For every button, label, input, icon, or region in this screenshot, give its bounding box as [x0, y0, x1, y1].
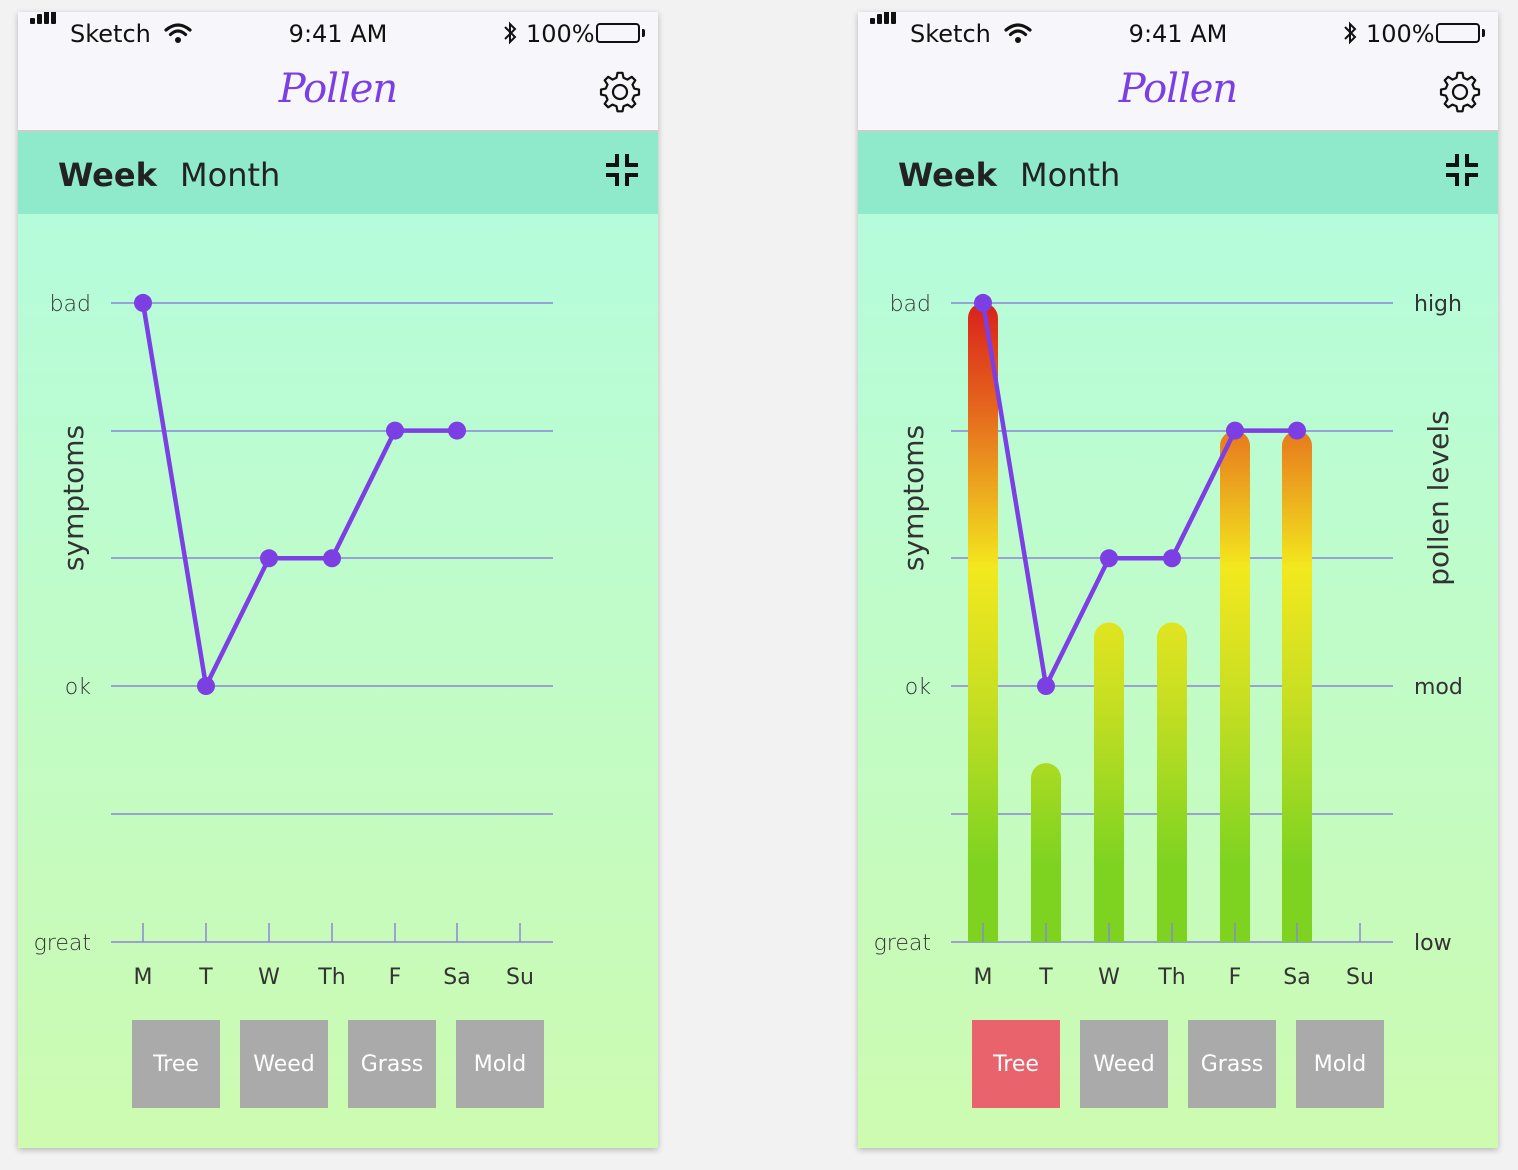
y-tick-label: great	[874, 931, 931, 956]
x-tick-label: Su	[1346, 965, 1374, 990]
filter-tree-button[interactable]: Tree	[132, 1020, 220, 1108]
filter-tree-button[interactable]: Tree	[972, 1020, 1060, 1108]
range-tab-bar: Week Month	[858, 132, 1498, 214]
range-tab-bar: Week Month	[18, 132, 658, 214]
y-tick-label: ok	[905, 675, 931, 700]
x-tick-label: Su	[506, 965, 534, 990]
symptom-point	[260, 549, 278, 568]
symptom-pollen-chart: bad ok great symptoms high mod low pollen level…	[874, 292, 1463, 990]
pollen-bar	[1031, 763, 1061, 942]
content-area: Week Month bad ok g	[858, 132, 1498, 1148]
phone-screen-left: Sketch 9:41 AM 100% Pollen Week Month	[18, 12, 658, 1148]
battery-percentage: 100%	[1366, 20, 1435, 48]
pollen-filter-group: Tree Weed Grass Mold	[18, 1020, 658, 1108]
symptom-point	[323, 549, 341, 568]
status-time: 9:41 AM	[1128, 20, 1228, 48]
symptom-point	[1226, 421, 1244, 440]
tab-week[interactable]: Week	[898, 156, 997, 194]
x-tick-label: Sa	[1283, 965, 1310, 990]
status-bar: Sketch 9:41 AM 100%	[858, 12, 1498, 56]
symptom-point	[974, 293, 992, 312]
nav-bar: Pollen	[858, 56, 1498, 132]
app-title: Pollen	[1118, 66, 1238, 112]
gear-icon[interactable]	[1438, 70, 1482, 114]
filter-grass-button[interactable]: Grass	[1188, 1020, 1276, 1108]
symptom-point	[134, 293, 152, 312]
y-tick-label: bad	[890, 292, 931, 317]
x-tick-label: Sa	[443, 965, 470, 990]
x-tick-label: W	[258, 965, 280, 990]
gear-icon[interactable]	[598, 70, 642, 114]
y2-tick-label: high	[1414, 292, 1462, 317]
carrier-name: Sketch	[70, 20, 151, 48]
tab-month[interactable]: Month	[1020, 156, 1121, 194]
x-tick-label: Th	[317, 965, 345, 990]
pollen-bar	[1157, 622, 1187, 942]
symptom-point	[197, 677, 215, 695]
collapse-icon[interactable]	[604, 152, 640, 188]
filter-mold-button[interactable]: Mold	[1296, 1020, 1384, 1108]
x-tick-label: F	[1229, 965, 1242, 990]
y-axis-title-symptoms: symptoms	[897, 425, 930, 571]
filter-mold-button[interactable]: Mold	[456, 1020, 544, 1108]
y-tick-label: ok	[65, 675, 91, 700]
collapse-icon[interactable]	[1444, 152, 1480, 188]
nav-bar: Pollen	[18, 56, 658, 132]
pollen-bar	[1220, 430, 1250, 942]
y-tick-label: great	[34, 931, 91, 956]
x-tick-label: F	[389, 965, 402, 990]
wifi-icon	[1004, 23, 1032, 43]
bluetooth-icon	[504, 21, 517, 45]
y2-tick-label: low	[1414, 931, 1452, 956]
symptom-point	[1037, 677, 1055, 695]
tab-week[interactable]: Week	[58, 156, 157, 194]
pollen-filter-group: Tree Weed Grass Mold	[858, 1020, 1498, 1108]
y-tick-label: bad	[50, 292, 91, 317]
battery-icon	[1436, 23, 1480, 43]
symptom-line	[140, 302, 457, 689]
carrier-name: Sketch	[910, 20, 991, 48]
pollen-bar	[1282, 430, 1312, 942]
status-bar: Sketch 9:41 AM 100%	[18, 12, 658, 56]
battery-percentage: 100%	[526, 20, 595, 48]
symptom-point	[1100, 549, 1118, 568]
phone-screen-right: Sketch 9:41 AM 100% Pollen Week Month	[858, 12, 1498, 1148]
y-axis-title-symptoms: symptoms	[57, 425, 90, 571]
symptom-line	[980, 302, 1297, 689]
tab-month[interactable]: Month	[180, 156, 281, 194]
bluetooth-icon	[1344, 21, 1357, 45]
status-time: 9:41 AM	[288, 20, 388, 48]
filter-weed-button[interactable]: Weed	[240, 1020, 328, 1108]
filter-grass-button[interactable]: Grass	[348, 1020, 436, 1108]
filter-weed-button[interactable]: Weed	[1080, 1020, 1168, 1108]
pollen-bar	[1094, 622, 1124, 942]
x-tick-label: W	[1098, 965, 1120, 990]
battery-icon	[596, 23, 640, 43]
y2-tick-label: mod	[1414, 675, 1463, 700]
wifi-icon	[164, 23, 192, 43]
x-tick-label: T	[1038, 965, 1053, 990]
symptom-point	[1288, 421, 1306, 440]
symptom-chart: bad ok great symptoms M T W Th F Sa Su	[34, 292, 553, 990]
x-tick-label: Th	[1157, 965, 1185, 990]
x-tick-label: T	[198, 965, 213, 990]
x-tick-label: M	[134, 965, 153, 990]
x-tick-label: M	[974, 965, 993, 990]
content-area: Week Month bad ok great symptoms M T W Th F Sa Su …	[18, 132, 658, 1148]
pollen-bar	[968, 303, 998, 942]
app-title: Pollen	[278, 66, 398, 112]
symptom-point	[1163, 549, 1181, 568]
y2-axis-title-pollen: pollen levels	[1422, 410, 1455, 586]
symptom-point	[448, 421, 466, 440]
symptom-point	[386, 421, 404, 440]
